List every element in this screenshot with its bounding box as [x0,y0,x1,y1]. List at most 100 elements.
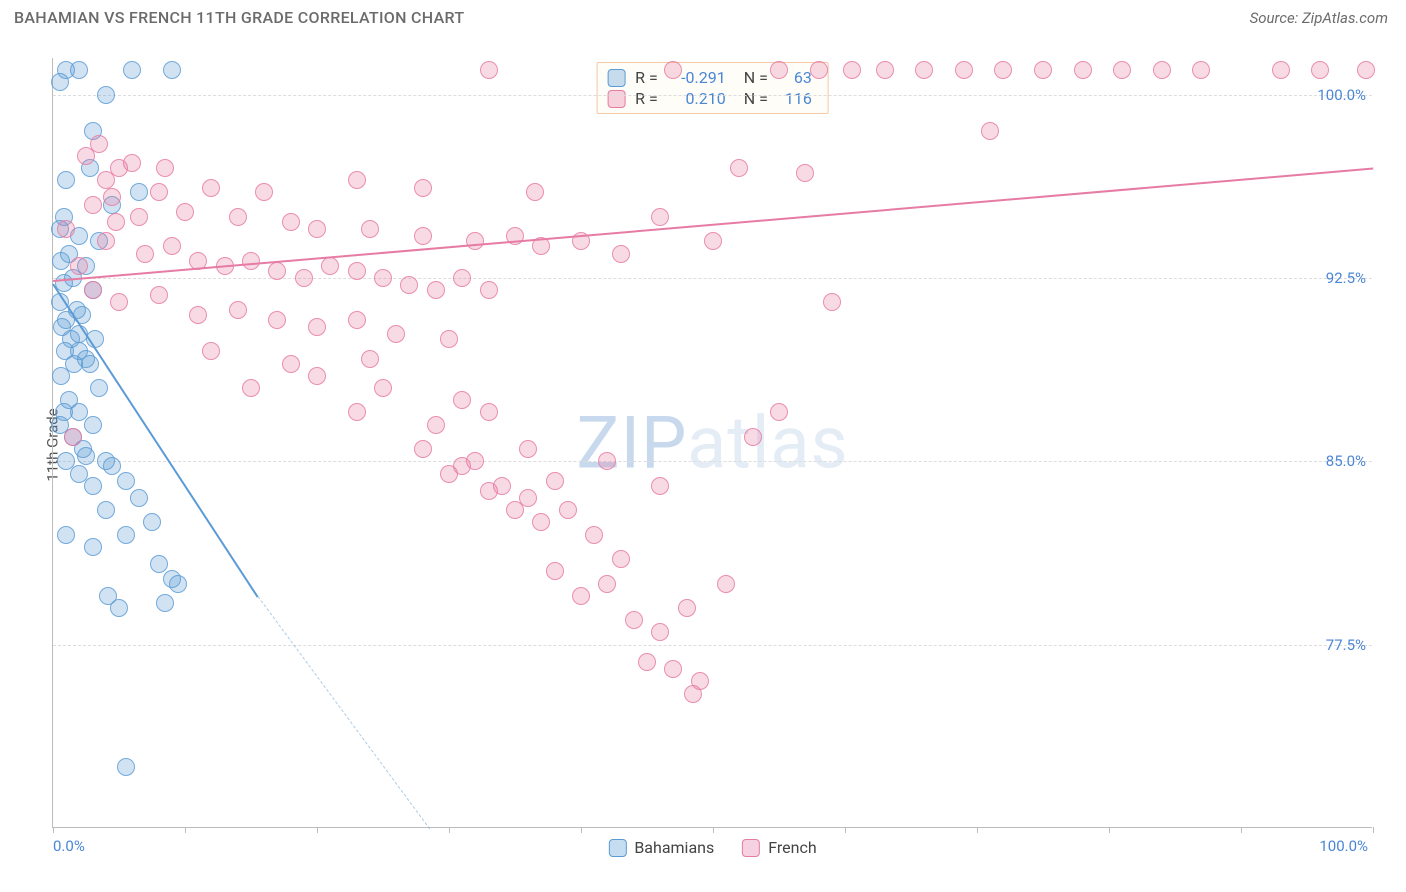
scatter-point [348,403,366,421]
scatter-point [130,183,148,201]
legend-item: Bahamians [608,838,714,857]
chart-container: 11th Grade ZIPatlas R =-0.291N =63R =0.2… [28,40,1388,850]
scatter-point [97,86,115,104]
scatter-point [506,501,524,519]
scatter-point [546,472,564,490]
scatter-point [414,179,432,197]
scatter-point [480,403,498,421]
scatter-point [110,599,128,617]
scatter-point [625,611,643,629]
scatter-point [308,318,326,336]
legend-r-label: R = [635,89,658,108]
scatter-point [202,342,220,360]
x-tick [317,827,318,833]
scatter-point [348,311,366,329]
scatter-point [268,262,286,280]
scatter-point [843,61,861,79]
scatter-point [51,73,69,91]
scatter-point [163,61,181,79]
scatter-point [427,281,445,299]
scatter-point [717,575,735,593]
scatter-point [117,472,135,490]
scatter-point [414,440,432,458]
x-tick [53,827,54,833]
scatter-point [70,465,88,483]
scatter-point [176,203,194,221]
scatter-point [348,262,366,280]
x-tick [1109,827,1110,833]
correlation-legend: R =-0.291N =63R =0.210N =116 [596,62,829,114]
scatter-point [156,594,174,612]
scatter-point [202,179,220,197]
watermark-text-b: atlas [687,400,849,485]
scatter-point [308,220,326,238]
x-tick [713,827,714,833]
scatter-point [876,61,894,79]
scatter-point [84,477,102,495]
scatter-point [123,61,141,79]
scatter-point [90,135,108,153]
gridline-h [53,278,1372,279]
scatter-point [107,213,125,231]
y-tick-label: 100.0% [1317,86,1366,104]
scatter-point [70,257,88,275]
gridline-h [53,645,1372,646]
scatter-point [612,245,630,263]
scatter-point [810,61,828,79]
scatter-point [651,623,669,641]
scatter-point [480,281,498,299]
scatter-point [915,61,933,79]
scatter-point [103,188,121,206]
scatter-point [1192,61,1210,79]
scatter-point [70,342,88,360]
scatter-point [84,196,102,214]
x-tick [449,827,450,833]
scatter-point [77,447,95,465]
scatter-point [955,61,973,79]
scatter-point [143,513,161,531]
scatter-point [361,220,379,238]
x-tick [845,827,846,833]
scatter-point [598,452,616,470]
x-axis-min-label: 0.0% [53,837,85,855]
x-tick [977,827,978,833]
scatter-point [480,482,498,500]
scatter-point [57,171,75,189]
scatter-point [84,281,102,299]
scatter-point [150,555,168,573]
scatter-point [414,227,432,245]
scatter-point [994,61,1012,79]
scatter-point [651,477,669,495]
scatter-point [730,159,748,177]
scatter-point [572,587,590,605]
legend-swatch [608,839,626,857]
scatter-point [374,379,392,397]
scatter-point [1034,61,1052,79]
x-axis-max-label: 100.0% [1319,837,1368,855]
y-tick-label: 77.5% [1326,636,1366,654]
scatter-point [427,416,445,434]
legend-swatch [607,69,625,87]
scatter-point [242,252,260,270]
scatter-point [440,330,458,348]
scatter-point [466,232,484,250]
scatter-point [130,489,148,507]
legend-swatch [742,839,760,857]
scatter-point [400,276,418,294]
watermark: ZIPatlas [576,400,848,485]
scatter-point [374,269,392,287]
series-legend: BahamiansFrench [608,838,816,857]
scatter-point [519,440,537,458]
legend-swatch [607,90,625,108]
scatter-point [136,245,154,263]
legend-label: Bahamians [634,838,714,857]
scatter-point [981,122,999,140]
scatter-point [823,293,841,311]
scatter-point [150,286,168,304]
scatter-point [103,457,121,475]
scatter-point [744,428,762,446]
scatter-point [57,220,75,238]
scatter-point [526,183,544,201]
scatter-point [664,61,682,79]
scatter-point [1113,61,1131,79]
